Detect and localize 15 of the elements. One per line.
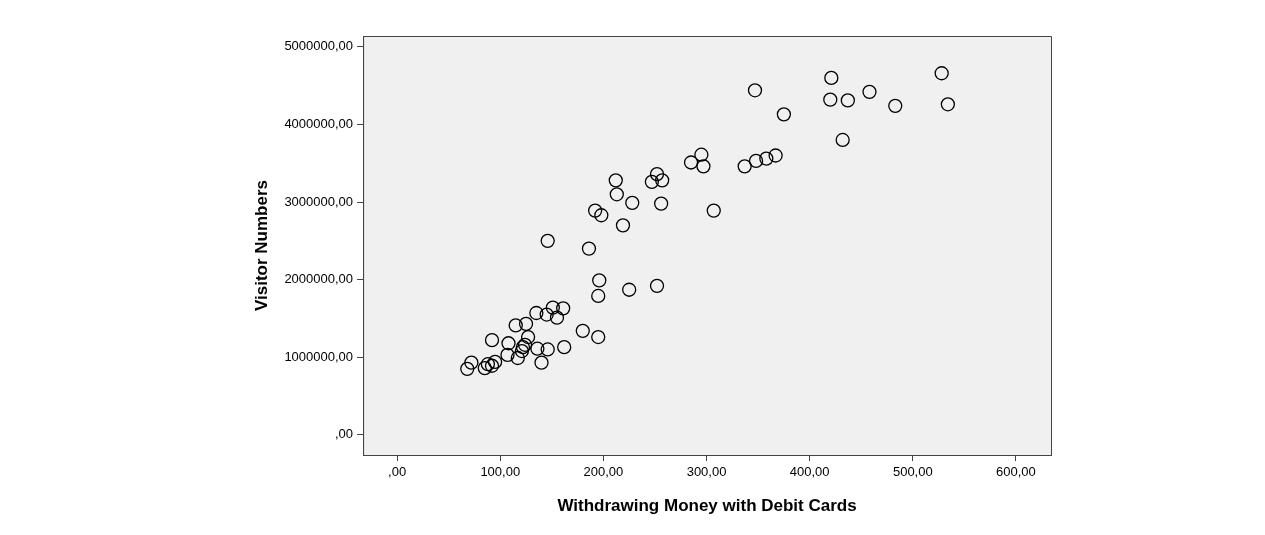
y-axis-title: Visitor Numbers	[251, 179, 271, 312]
x-tick-label: ,00	[388, 464, 407, 480]
y-tick-label: 2000000,00	[284, 271, 354, 287]
y-tick-label: 4000000,00	[284, 116, 354, 132]
y-tick-label: 5000000,00	[284, 38, 354, 54]
x-tick-label: 600,00	[996, 464, 1036, 480]
x-tick-label: 200,00	[583, 464, 624, 480]
x-axis-title: Withdrawing Money with Debit Cards	[557, 496, 857, 516]
x-tick-label: 300,00	[686, 464, 727, 480]
y-tick-label: ,00	[335, 426, 354, 442]
x-tick-label: 100,00	[480, 464, 521, 480]
x-tick-label: 500,00	[892, 464, 933, 480]
y-tick-label: 1000000,00	[284, 348, 354, 364]
x-tick-label: 400,00	[789, 464, 830, 480]
y-tick-label: 3000000,00	[284, 193, 354, 209]
